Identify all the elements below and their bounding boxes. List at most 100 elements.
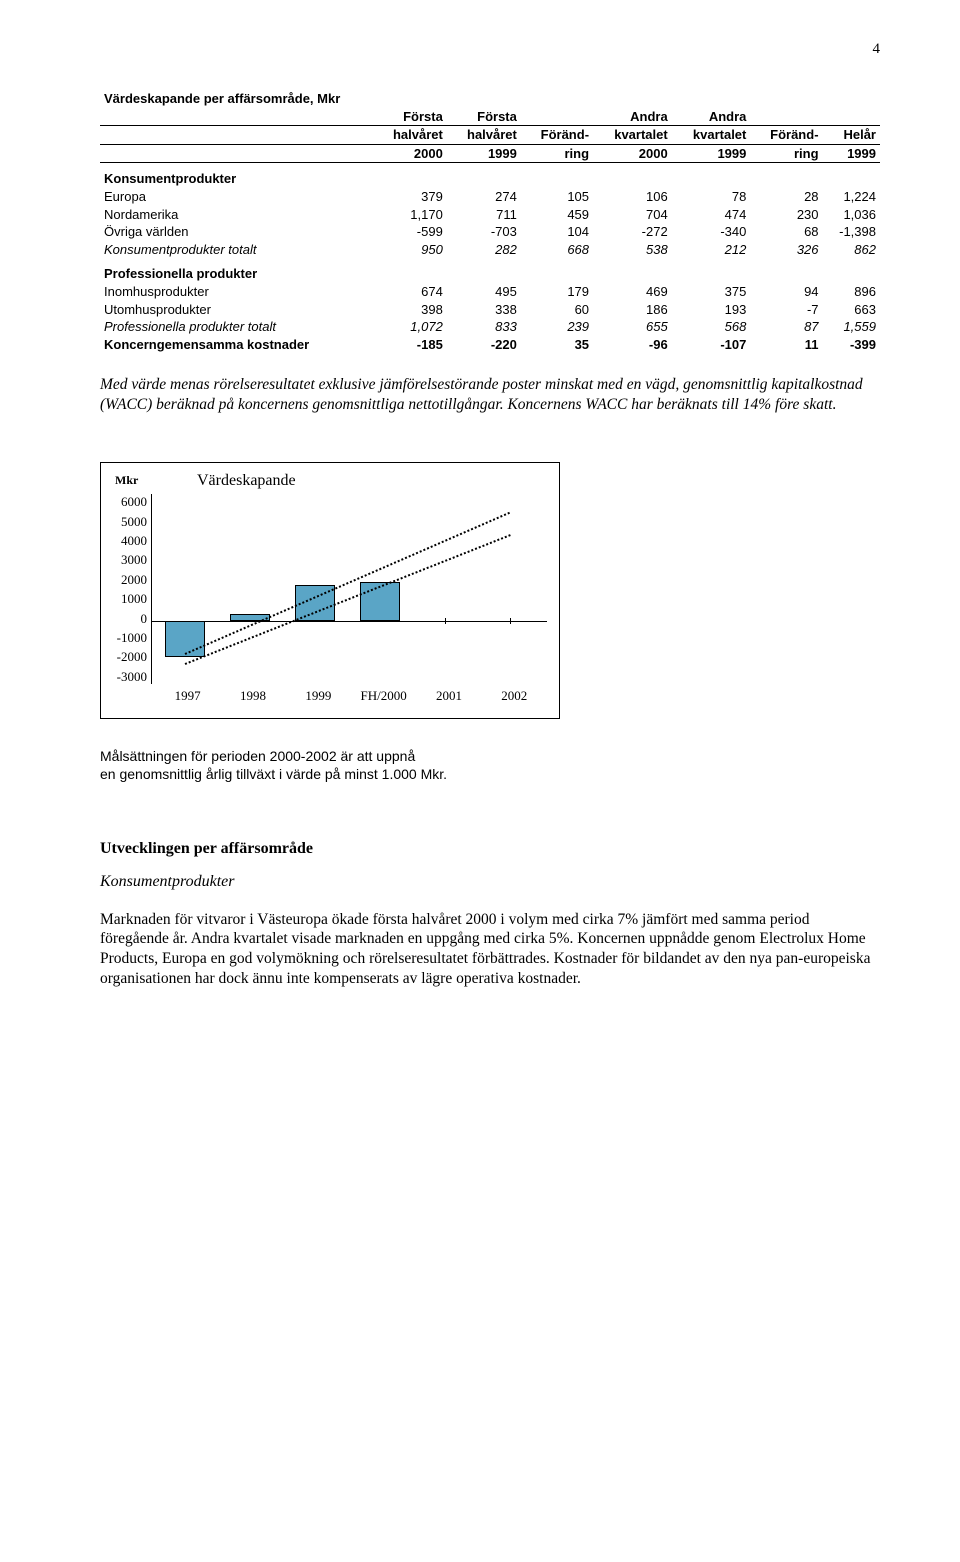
col-h: Första — [373, 108, 447, 126]
section-head-label: Professionella produkter — [100, 258, 880, 283]
table-header-row-1: Första Första Andra Andra — [100, 108, 880, 126]
row-label: Europa — [100, 188, 373, 206]
cell: 398 — [373, 301, 447, 319]
col-h: kvartalet — [672, 126, 751, 145]
paragraph-wacc: Med värde menas rörelseresultatet exklus… — [100, 375, 880, 414]
y-tick-label: 2000 — [115, 572, 147, 588]
subsection-heading-konsument: Konsumentprodukter — [100, 872, 880, 891]
row-label: Nordamerika — [100, 206, 373, 224]
row-label: Professionella produkter totalt — [100, 318, 373, 336]
col-h: 1999 — [823, 144, 880, 163]
cell: 274 — [447, 188, 521, 206]
chart-caption: Målsättningen för perioden 2000-2002 är … — [100, 747, 880, 783]
cell: -272 — [593, 223, 672, 241]
cell: 674 — [373, 283, 447, 301]
table-row: Konsumentprodukter totalt950282668538212… — [100, 241, 880, 259]
cell: 282 — [447, 241, 521, 259]
cell: 104 — [521, 223, 593, 241]
col-h: 2000 — [593, 144, 672, 163]
trend-line — [184, 511, 510, 654]
col-h — [750, 108, 822, 126]
col-h: ring — [521, 144, 593, 163]
cell: 538 — [593, 241, 672, 259]
cell: 950 — [373, 241, 447, 259]
cell: 230 — [750, 206, 822, 224]
col-h: Andra — [593, 108, 672, 126]
cell: -599 — [373, 223, 447, 241]
table-row: Inomhusprodukter67449517946937594896 — [100, 283, 880, 301]
cell: 668 — [521, 241, 593, 259]
bar — [165, 621, 205, 657]
cell: 711 — [447, 206, 521, 224]
table-row: Övriga världen-599-703104-272-34068-1,39… — [100, 223, 880, 241]
x-tick-label: 2002 — [482, 688, 547, 704]
cell: 11 — [750, 336, 822, 354]
cell: 68 — [750, 223, 822, 241]
cell: 326 — [750, 241, 822, 259]
y-tick-label: -1000 — [115, 630, 147, 646]
cell: 833 — [447, 318, 521, 336]
y-tick-label: 6000 — [115, 494, 147, 510]
row-label: Övriga världen — [100, 223, 373, 241]
col-h: ring — [750, 144, 822, 163]
future-tick — [510, 618, 511, 624]
cell: -7 — [750, 301, 822, 319]
cell: 212 — [672, 241, 751, 259]
y-tick-label: 4000 — [115, 533, 147, 549]
cell: 105 — [521, 188, 593, 206]
cell: 459 — [521, 206, 593, 224]
cell: 338 — [447, 301, 521, 319]
cell: 704 — [593, 206, 672, 224]
cell: -220 — [447, 336, 521, 354]
col-h: kvartalet — [593, 126, 672, 145]
cell: 896 — [823, 283, 880, 301]
cell: 1,036 — [823, 206, 880, 224]
cell: 193 — [672, 301, 751, 319]
chart-y-label: Mkr — [115, 473, 149, 487]
cell: 60 — [521, 301, 593, 319]
cell: 78 — [672, 188, 751, 206]
cell: -96 — [593, 336, 672, 354]
col-h: halvåret — [447, 126, 521, 145]
cell: 375 — [672, 283, 751, 301]
chart-title: Värdeskapande — [197, 471, 296, 490]
col-h: 1999 — [447, 144, 521, 163]
y-tick-label: -3000 — [115, 669, 147, 685]
col-h: 2000 — [373, 144, 447, 163]
col-h: Föränd- — [750, 126, 822, 145]
y-tick-label: 0 — [115, 611, 147, 627]
x-tick-label: 1998 — [220, 688, 285, 704]
col-h — [521, 108, 593, 126]
cell: 35 — [521, 336, 593, 354]
row-label: Koncerngemensamma kostnader — [100, 336, 373, 354]
row-label: Inomhusprodukter — [100, 283, 373, 301]
table-title-row: Värdeskapande per affärsområde, Mkr — [100, 90, 880, 108]
cell: -399 — [823, 336, 880, 354]
col-h: Föränd- — [521, 126, 593, 145]
cell: 495 — [447, 283, 521, 301]
cell: -703 — [447, 223, 521, 241]
page-number: 4 — [100, 40, 880, 58]
y-tick-label: -2000 — [115, 649, 147, 665]
value-creation-table: Värdeskapande per affärsområde, Mkr Förs… — [100, 90, 880, 353]
cell: 663 — [823, 301, 880, 319]
cell: 862 — [823, 241, 880, 259]
row-label: Konsumentprodukter totalt — [100, 241, 373, 259]
chart-x-axis: 199719981999FH/200020012002 — [155, 688, 547, 704]
y-tick-label: 3000 — [115, 552, 147, 568]
section-heading-development: Utvecklingen per affärsområde — [100, 839, 880, 858]
cell: -1,398 — [823, 223, 880, 241]
chart-container: Mkr Värdeskapande 6000500040003000200010… — [100, 462, 560, 719]
cell: 655 — [593, 318, 672, 336]
col-h — [823, 108, 880, 126]
cell: 469 — [593, 283, 672, 301]
cell: 94 — [750, 283, 822, 301]
cell: 239 — [521, 318, 593, 336]
chart-plot-area — [151, 494, 547, 684]
row-label: Utomhusprodukter — [100, 301, 373, 319]
table-header-row-3: 2000 1999 ring 2000 1999 ring 1999 — [100, 144, 880, 163]
cell: 474 — [672, 206, 751, 224]
section-head-row: Konsumentprodukter — [100, 163, 880, 188]
table-title: Värdeskapande per affärsområde, Mkr — [100, 90, 880, 108]
table-header-row-2: halvåret halvåret Föränd- kvartalet kvar… — [100, 126, 880, 145]
